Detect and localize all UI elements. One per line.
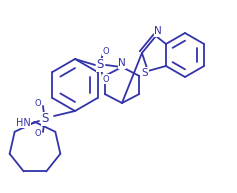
Text: O: O — [103, 74, 109, 84]
Text: S: S — [142, 68, 148, 78]
Text: O: O — [103, 47, 109, 56]
Text: S: S — [41, 113, 49, 125]
Text: O: O — [35, 100, 41, 108]
Text: N: N — [154, 26, 162, 36]
Text: S: S — [96, 58, 104, 71]
Text: N: N — [118, 58, 126, 68]
Text: HN: HN — [16, 118, 30, 128]
Text: O: O — [35, 130, 41, 139]
